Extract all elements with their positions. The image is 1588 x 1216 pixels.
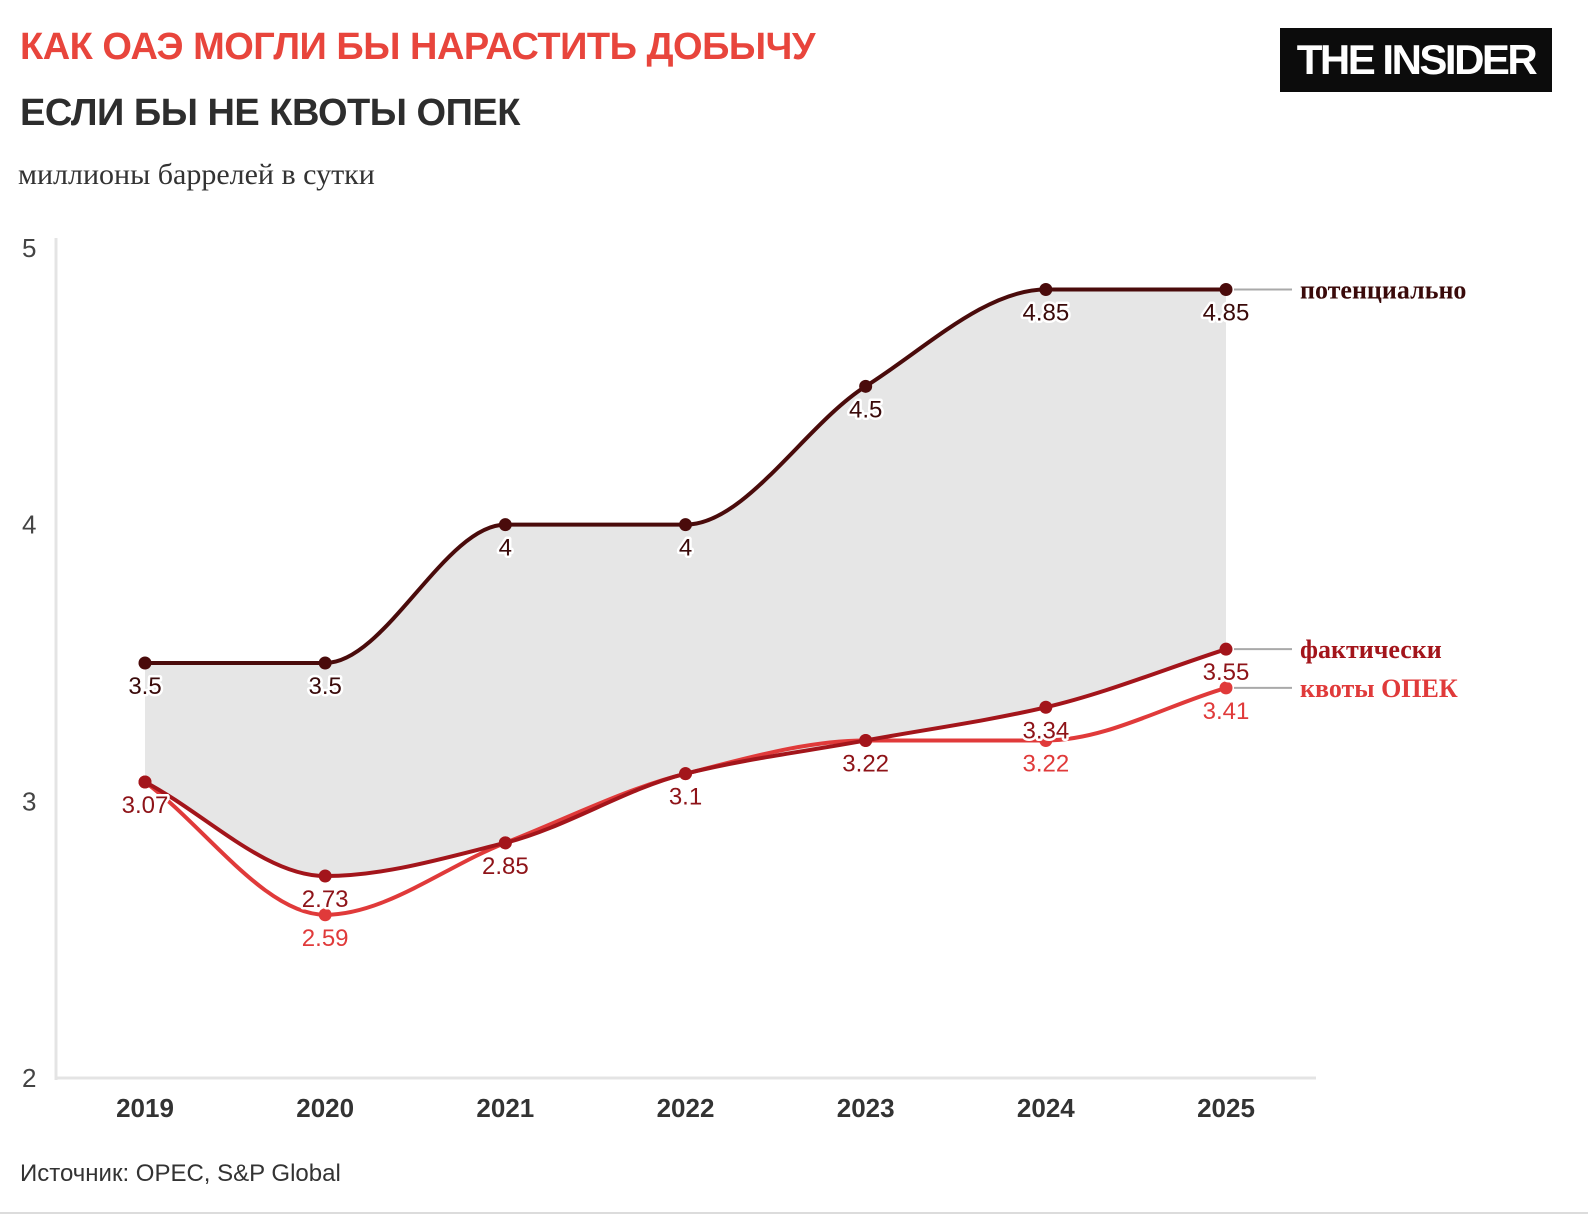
- data-label: 2.85: [482, 853, 529, 880]
- bottom-divider: [0, 1212, 1588, 1214]
- data-label: 4.5: [849, 396, 882, 423]
- data-point: [318, 908, 332, 922]
- x-tick-label: 2021: [476, 1093, 534, 1123]
- x-tick-label: 2023: [837, 1093, 895, 1123]
- data-label: 3.41: [1203, 698, 1250, 725]
- data-point: [859, 733, 873, 747]
- data-point: [138, 775, 152, 789]
- unit-label: миллионы баррелей в сутки: [18, 158, 375, 191]
- data-label: 3.34: [1022, 717, 1069, 744]
- data-point: [498, 518, 512, 532]
- chart-axes: 2 3 4 5 2019 2020 2021 2022 2023 2024 2025: [22, 233, 1316, 1123]
- x-tick-label: 2020: [296, 1093, 354, 1123]
- y-tick-label: 4: [22, 510, 36, 540]
- data-label: 3.07: [122, 792, 169, 819]
- series-label: фактически: [1300, 635, 1442, 664]
- x-tick-label: 2022: [657, 1093, 715, 1123]
- data-label: 4: [679, 535, 692, 562]
- source-note: Источник: OPEC, S&P Global: [20, 1160, 341, 1187]
- data-label: 3.1: [669, 784, 702, 811]
- data-label: 3.1: [669, 784, 702, 811]
- data-label: 2.85: [482, 853, 529, 880]
- data-label: 3.5: [128, 673, 161, 700]
- data-point: [1219, 681, 1233, 695]
- data-labels: 3.072.592.853.13.22 3.223.413.072.732.853…: [119, 297, 1252, 954]
- gap-area-fill: [145, 289, 1226, 877]
- data-point: [1039, 700, 1053, 714]
- data-point: [859, 379, 873, 393]
- data-point: [318, 656, 332, 670]
- data-point: [1219, 283, 1233, 296]
- series-labels: потенциально фактически квоты ОПЕК: [1234, 276, 1466, 703]
- data-label: 2.59: [302, 925, 349, 952]
- chart-title: КАК ОАЭ МОГЛИ БЫ НАРАСТИТЬ ДОБЫЧУ: [20, 26, 815, 68]
- gap-area: [145, 289, 1226, 877]
- data-label: 3.5: [308, 673, 341, 700]
- x-tick-label: 2025: [1197, 1093, 1255, 1123]
- data-point: [1039, 733, 1053, 747]
- the-insider-logo: THE INSIDER: [1280, 28, 1552, 92]
- data-label: 3.22: [1022, 750, 1069, 777]
- y-tick-label: 3: [22, 786, 36, 816]
- y-tick-label: 5: [22, 233, 36, 263]
- data-label: 3.07: [122, 792, 169, 819]
- series-label: потенциально: [1300, 276, 1466, 305]
- data-label: 3.22: [842, 750, 889, 777]
- data-point: [1039, 283, 1053, 296]
- data-point: [679, 518, 692, 532]
- data-label: 4.85: [1203, 300, 1250, 327]
- data-point: [138, 656, 152, 670]
- data-point: [679, 767, 692, 781]
- data-point: [498, 836, 512, 850]
- data-label: 2.73: [302, 886, 349, 913]
- data-label: 3.55: [1203, 659, 1250, 686]
- y-tick-label: 2: [22, 1063, 36, 1093]
- chart-subtitle: ЕСЛИ БЫ НЕ КВОТЫ ОПЕК: [20, 92, 520, 134]
- data-point: [318, 869, 332, 883]
- x-tick-label: 2024: [1017, 1093, 1075, 1123]
- x-tick-label: 2019: [116, 1093, 174, 1123]
- series-label: квоты ОПЕК: [1300, 674, 1458, 703]
- data-label: 4: [499, 535, 512, 562]
- data-label: 4.85: [1022, 300, 1069, 327]
- data-point: [1219, 642, 1233, 656]
- series-lines: [138, 283, 1233, 922]
- data-label: 3.22: [842, 750, 889, 777]
